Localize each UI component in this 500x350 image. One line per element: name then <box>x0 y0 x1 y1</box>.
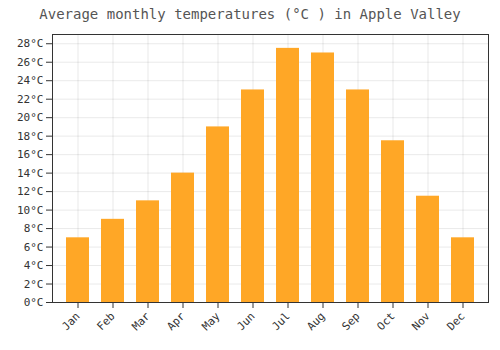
svg-text:10°C: 10°C <box>17 204 44 217</box>
svg-text:16°C: 16°C <box>17 148 44 161</box>
html-text:Average monthly temperatures (: Average monthly temperatures (°C ) in Ap… <box>39 6 461 22</box>
svg-text:6°C: 6°C <box>24 241 44 254</box>
svg-text:Jun: Jun <box>234 310 257 333</box>
svg-text:20°C: 20°C <box>17 111 44 124</box>
svg-text:12°C: 12°C <box>17 185 44 198</box>
svg-text:Feb: Feb <box>94 310 117 333</box>
svg-text:Jan: Jan <box>59 310 82 333</box>
svg-text:14°C: 14°C <box>17 167 44 180</box>
svg-text:28°C: 28°C <box>17 37 44 50</box>
svg-text:Aug: Aug <box>304 310 327 333</box>
svg-text:2°C: 2°C <box>24 278 44 291</box>
svg-text:0°C: 0°C <box>24 296 44 309</box>
svg-text:26°C: 26°C <box>17 56 44 69</box>
svg-text:May: May <box>199 309 223 333</box>
svg-text:8°C: 8°C <box>24 222 44 235</box>
svg-text:Oct: Oct <box>374 310 397 333</box>
svg-text:22°C: 22°C <box>17 93 44 106</box>
svg-text:4°C: 4°C <box>24 259 44 272</box>
svg-text:Nov: Nov <box>409 309 433 333</box>
svg-text:Mar: Mar <box>129 309 153 333</box>
svg-text:Apr: Apr <box>164 309 188 333</box>
svg-text:24°C: 24°C <box>17 74 44 87</box>
svg-text:18°C: 18°C <box>17 130 44 143</box>
svg-text:Dec: Dec <box>444 310 467 333</box>
svg-text:Sep: Sep <box>339 310 362 333</box>
svg-text:Jul: Jul <box>269 310 292 333</box>
